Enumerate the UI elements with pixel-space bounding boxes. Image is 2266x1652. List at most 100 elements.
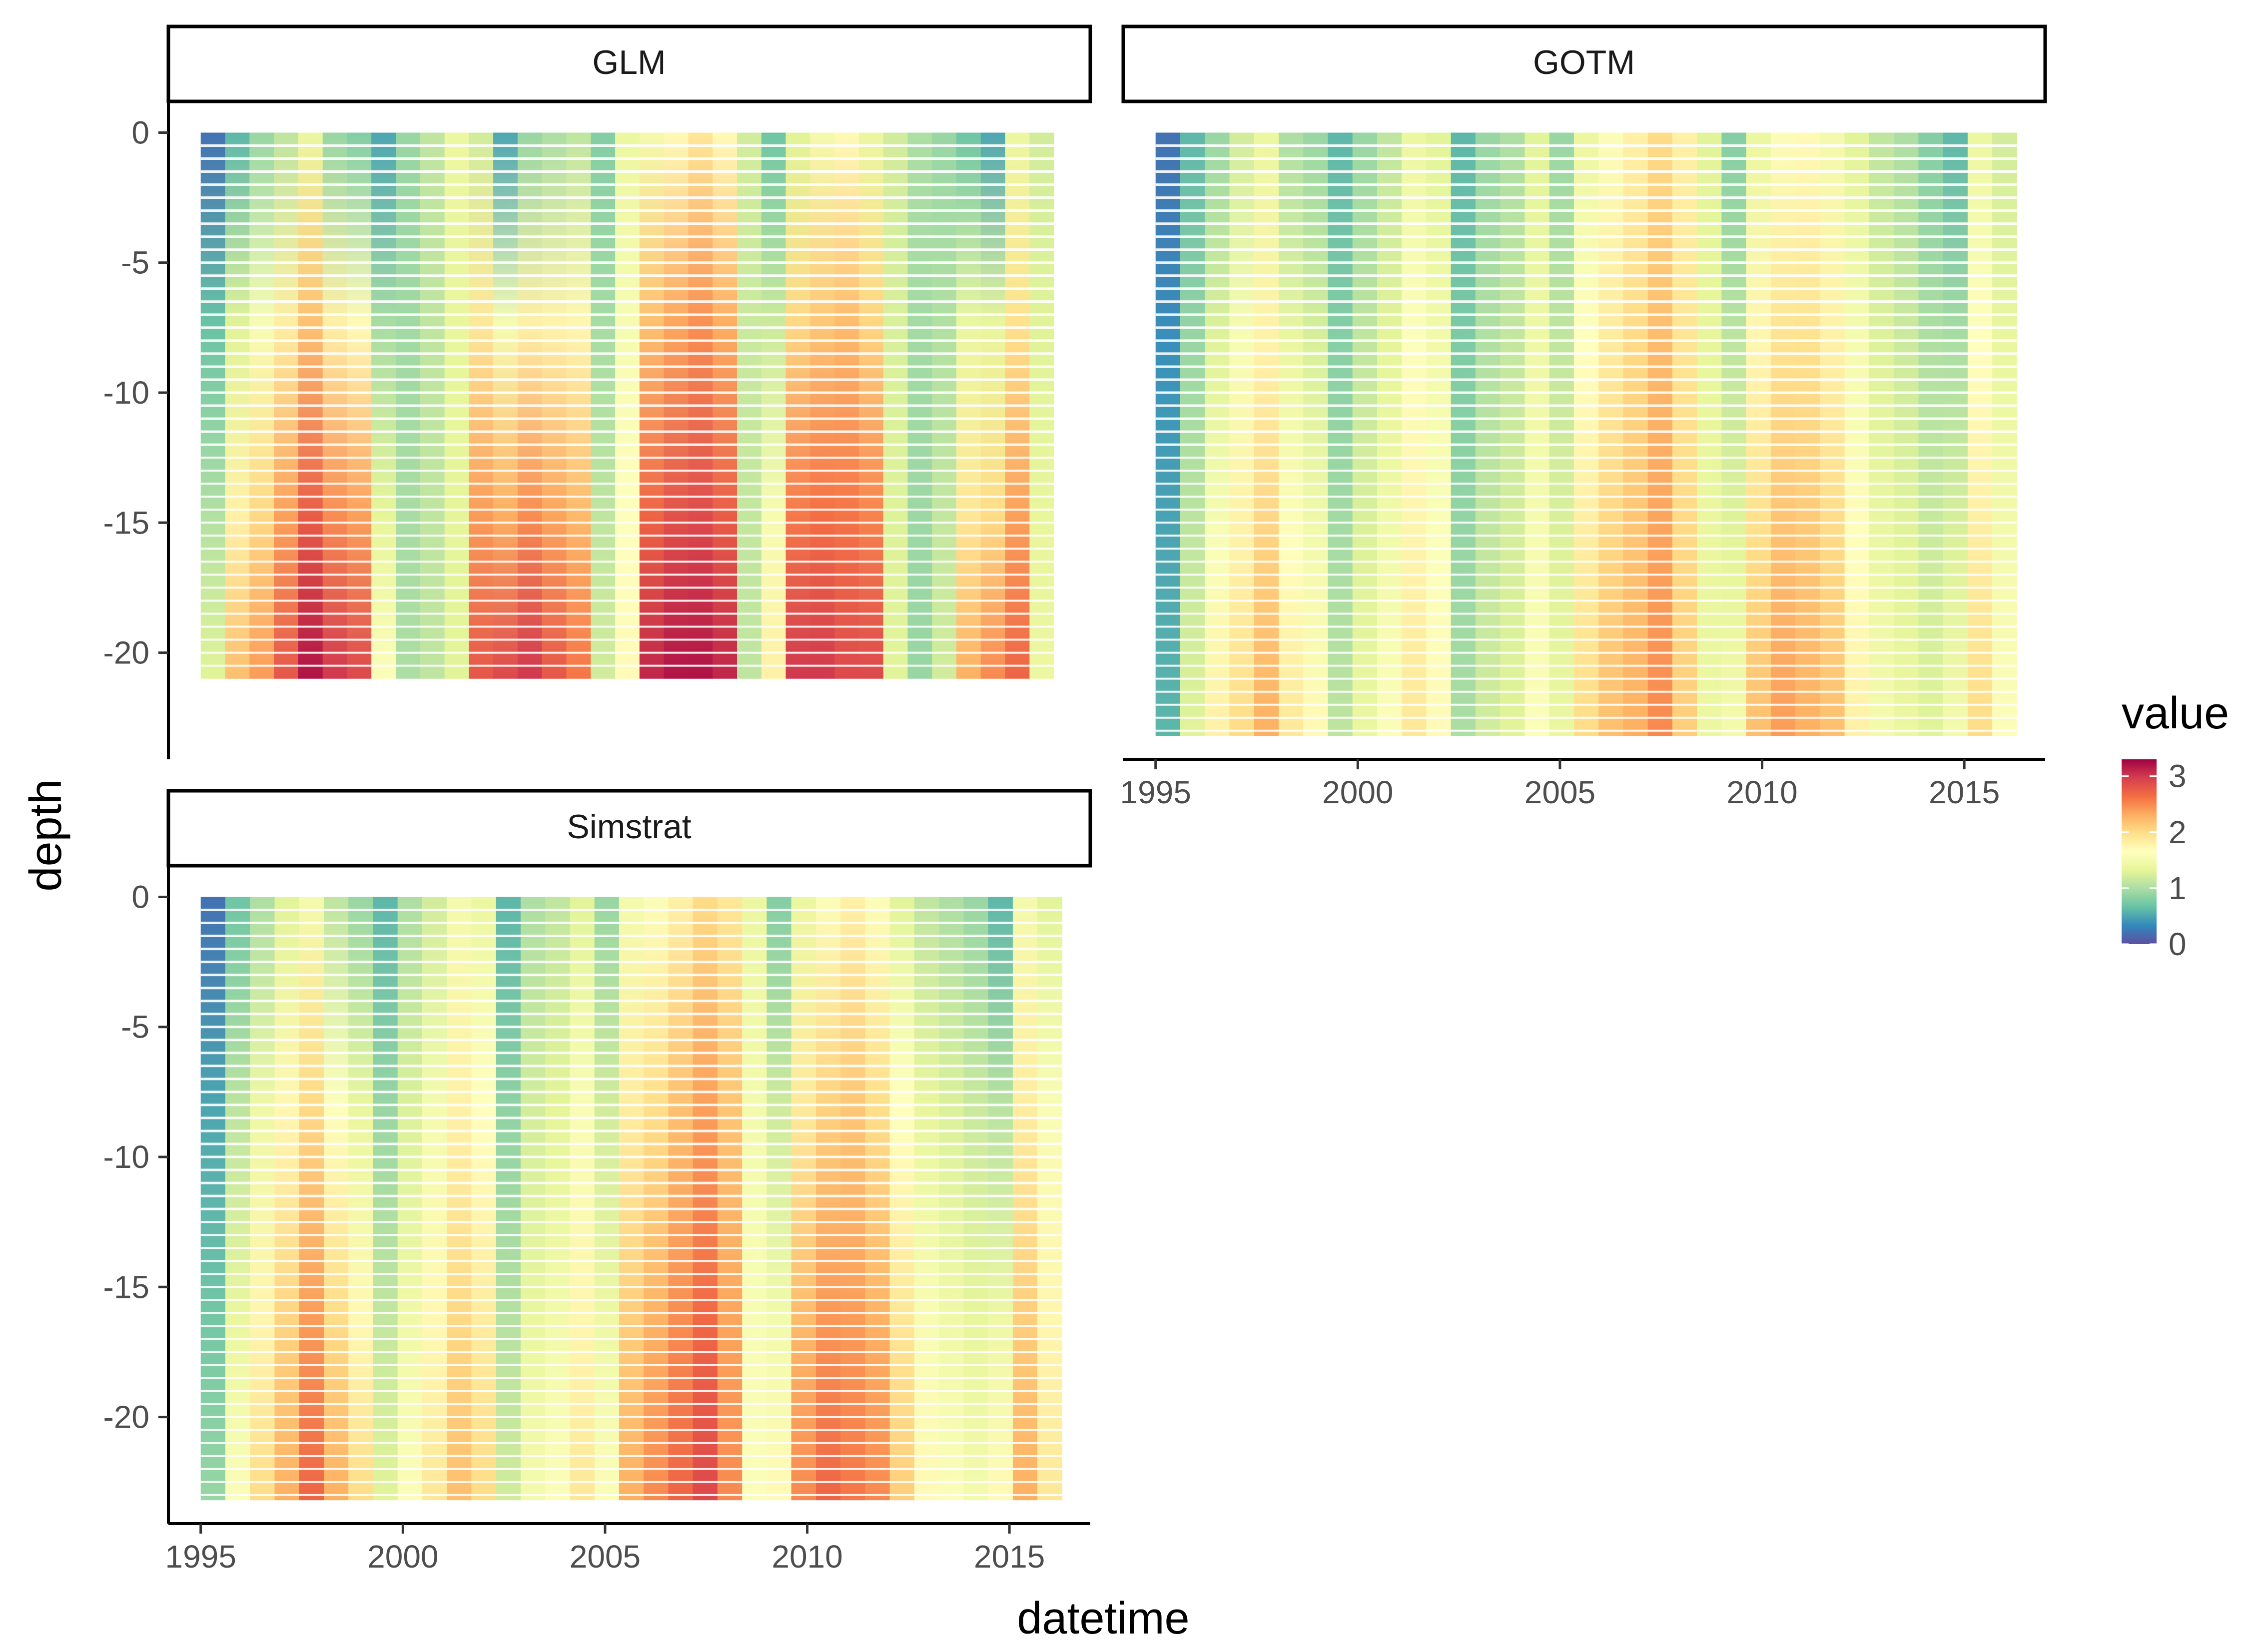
y-tick-label: 0: [131, 114, 149, 150]
heat-tile: [693, 897, 718, 1501]
heat-tile: [914, 897, 939, 1501]
heat-tile: [1012, 897, 1038, 1501]
heat-tile: [373, 897, 398, 1501]
y-tick-label: -15: [103, 1269, 150, 1305]
heat-tile: [520, 897, 546, 1501]
heat-tile: [324, 897, 349, 1501]
x-tick-label: 2010: [1726, 774, 1797, 810]
heat-tile: [1992, 132, 2018, 736]
y-axis-title: depth: [21, 779, 71, 891]
heat-tile: [1328, 132, 1353, 736]
heat-tile: [1352, 132, 1378, 736]
heat-tile: [496, 897, 521, 1501]
heat-tile: [1894, 132, 1919, 736]
heat-tile: [717, 897, 743, 1501]
simstrat-y-axis: 0 -5 -10 -15 -20: [103, 866, 170, 1524]
heat-tile: [1820, 132, 1845, 736]
heat-tile: [1475, 132, 1501, 736]
heat-tile: [225, 897, 250, 1501]
heat-tile: [1697, 132, 1722, 736]
panel-simstrat: Simstrat 0 -5 -10 -15 -20 1995 2000 2005 2010 20…: [103, 789, 1092, 1575]
heat-tile: [1426, 132, 1452, 736]
heat-tile: [1549, 132, 1574, 736]
heat-tile: [274, 897, 300, 1501]
heat-tile: [889, 897, 915, 1501]
simstrat-heatmap-tiles: [200, 897, 1063, 1501]
strip-simstrat-box: [166, 789, 1092, 868]
heat-tile: [1155, 132, 1181, 736]
heat-tile: [422, 897, 447, 1501]
x-tick-label: 2010: [771, 1539, 842, 1575]
strip-simstrat-label: Simstrat: [567, 808, 691, 846]
heat-tile: [570, 897, 595, 1501]
strip-glm-label: GLM: [592, 43, 666, 81]
heat-tile: [1205, 132, 1230, 736]
legend-colorbar: [2122, 759, 2157, 944]
heat-tile: [988, 897, 1013, 1501]
x-tick-label: 1995: [1120, 774, 1191, 810]
heat-tile: [447, 897, 472, 1501]
legend-ticks: 3 2 1 0: [2122, 758, 2187, 962]
heat-tile: [1623, 132, 1648, 736]
x-axis-title: datetime: [1017, 1594, 1189, 1644]
heat-tile: [299, 897, 324, 1501]
heat-tile: [1918, 132, 1944, 736]
heat-tile: [644, 897, 669, 1501]
x-tick-label: 2005: [1524, 774, 1595, 810]
heat-tile: [1500, 132, 1525, 736]
heat-tile: [619, 897, 644, 1501]
heat-tile: [1869, 132, 1894, 736]
layer-separators: [200, 909, 1062, 1496]
heat-tile: [594, 897, 620, 1501]
x-tick-label: 2015: [974, 1539, 1045, 1575]
glm-heatmap-tiles: [200, 132, 1054, 679]
heat-tile: [1254, 132, 1279, 736]
heat-tile: [1279, 132, 1304, 736]
heat-tile: [1402, 132, 1427, 736]
heat-tile: [1746, 132, 1771, 736]
heat-tile: [742, 897, 767, 1501]
y-tick-label: -10: [103, 375, 150, 411]
heat-tile: [1524, 132, 1550, 736]
legend-tick-label: 2: [2169, 814, 2187, 850]
x-tick-label: 2005: [570, 1539, 641, 1575]
y-tick-label: -15: [103, 505, 150, 541]
y-tick-label: -5: [121, 245, 149, 281]
layer-separators: [200, 144, 1054, 667]
x-tick-label: 2015: [1929, 774, 2000, 810]
heat-tile: [397, 897, 423, 1501]
heat-tile: [1598, 132, 1624, 736]
y-tick-label: -10: [103, 1139, 150, 1175]
y-tick-label: 0: [131, 879, 149, 915]
heat-tile: [815, 897, 841, 1501]
strip-gotm-label: GOTM: [1533, 43, 1635, 81]
heat-tile: [1721, 132, 1747, 736]
gotm-x-axis: 1995 2000 2005 2010 2015: [1120, 758, 2045, 810]
heat-tile: [471, 897, 497, 1501]
heat-tile: [1770, 132, 1796, 736]
glm-y-axis: 0 -5 -10 -15 -20: [103, 101, 170, 759]
heat-tile: [1844, 132, 1870, 736]
heat-tile: [200, 897, 226, 1501]
heat-tile: [250, 897, 275, 1501]
heat-tile: [963, 897, 989, 1501]
heat-tile: [1795, 132, 1821, 736]
panel-glm: GLM 0 -5 -10 -15 -20: [103, 24, 1092, 759]
legend-tick-label: 1: [2169, 870, 2187, 906]
legend-tick-label: 0: [2169, 926, 2187, 962]
legend-title: value: [2122, 688, 2229, 738]
legend: value 3 2 1 0: [2122, 688, 2229, 962]
gotm-heatmap-tiles: [1155, 132, 2018, 736]
heat-tile: [1037, 897, 1063, 1501]
heat-tile: [1229, 132, 1255, 736]
strip-glm-box: [166, 24, 1092, 103]
heat-tile: [1573, 132, 1599, 736]
heat-tile: [791, 897, 816, 1501]
strip-gotm-box: [1121, 24, 2047, 103]
heat-tile: [865, 897, 890, 1501]
heat-tile: [1967, 132, 1993, 736]
heat-tile: [545, 897, 571, 1501]
layer-separators: [1155, 144, 2017, 732]
panel-gotm: GOTM 1995 2000 2005 2010 2015: [1120, 24, 2047, 810]
